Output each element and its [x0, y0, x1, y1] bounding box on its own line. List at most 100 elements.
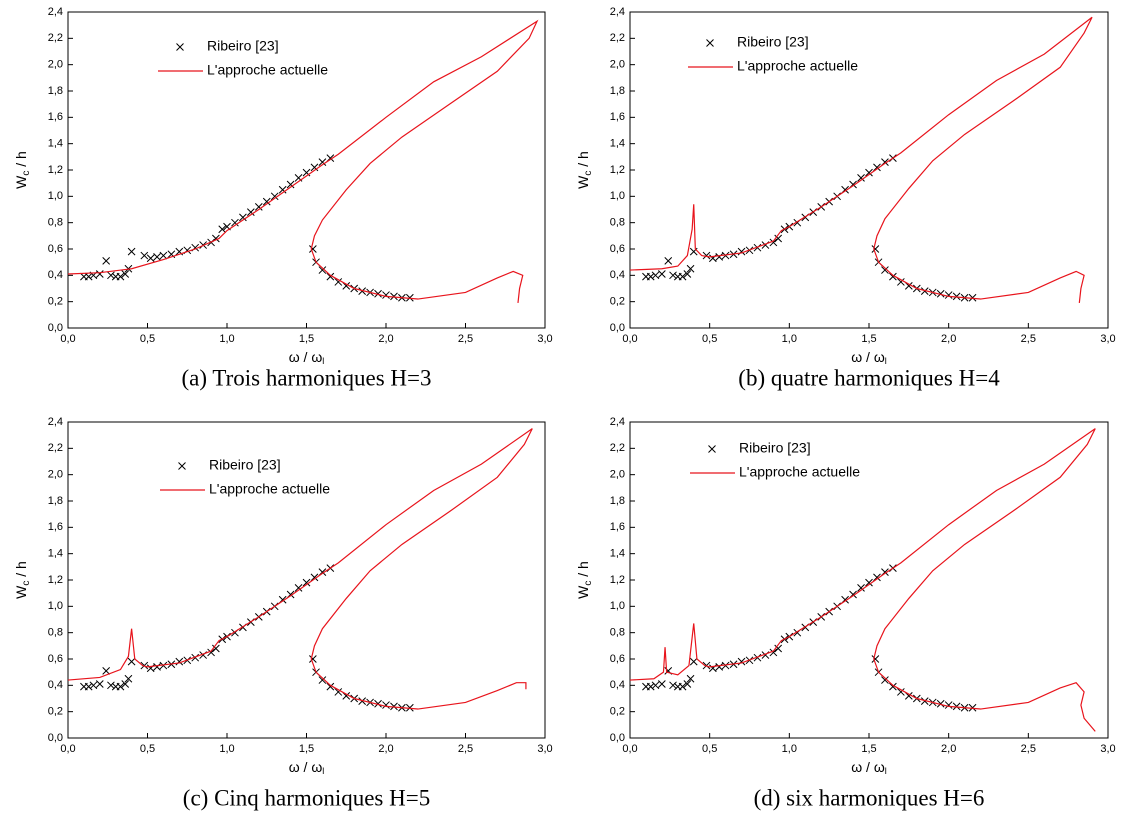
- scatter-point: [669, 271, 677, 280]
- y-tick-label: 0,2: [48, 296, 63, 308]
- y-tick-label: 1,2: [48, 574, 63, 586]
- scatter-point: [871, 655, 880, 663]
- scatter-point: [84, 682, 93, 691]
- y-tick-label: 1,4: [48, 138, 63, 150]
- scatter-point: [689, 657, 698, 666]
- scatter-point: [302, 168, 311, 177]
- y-tick-label: 1,4: [610, 138, 625, 150]
- scatter-point: [686, 674, 695, 683]
- y-tick-label: 0,6: [610, 243, 625, 255]
- x-tick-label: 2,5: [458, 743, 473, 755]
- scatter-point: [774, 644, 783, 653]
- caption: (b) quatre harmoniques H=4: [738, 365, 1000, 390]
- scatter-point: [721, 661, 730, 670]
- x-tick-label: 2,0: [378, 333, 393, 345]
- y-tick-label: 2,2: [48, 442, 63, 454]
- y-tick-label: 0,0: [48, 322, 63, 334]
- legend-marker: [706, 39, 714, 47]
- caption: (d) six harmoniques H=6: [754, 785, 985, 810]
- y-tick-label: 2,0: [610, 59, 625, 71]
- y-tick-label: 1,0: [48, 600, 63, 612]
- y-tick-label: 1,8: [48, 495, 63, 507]
- x-tick-label: 1,5: [299, 333, 314, 345]
- scatter-point: [159, 251, 168, 260]
- x-tick-label: 1,0: [219, 333, 234, 345]
- scatter-point: [191, 653, 200, 662]
- scatter-point: [871, 245, 880, 253]
- legend-marker: [178, 462, 186, 470]
- plot-frame: [67, 11, 546, 329]
- scatter-point: [278, 185, 287, 194]
- y-tick-label: 0,2: [48, 706, 63, 718]
- scatter-point: [881, 266, 889, 274]
- scatter-point: [84, 272, 93, 281]
- scatter-point: [897, 688, 905, 696]
- y-axis-label-main: W: [575, 175, 591, 189]
- x-axis-label-main: ω / ω: [851, 759, 885, 775]
- scatter-point: [124, 674, 133, 683]
- x-axis-label-main: ω / ω: [289, 349, 323, 365]
- y-tick-label: 2,4: [48, 416, 63, 428]
- scatter-point: [683, 270, 692, 278]
- scatter-point: [715, 253, 724, 261]
- curve: [67, 428, 533, 710]
- y-tick-label: 2,2: [48, 32, 63, 44]
- scatter-point: [270, 192, 279, 201]
- x-axis-label-sub: l: [322, 766, 324, 776]
- y-axis-label-rest: / h: [13, 151, 29, 170]
- caption: (a) Trois harmoniques H=3: [182, 365, 432, 390]
- y-tick-label: 0,4: [48, 269, 63, 281]
- scatter-point: [857, 584, 865, 592]
- scatter-point: [334, 688, 343, 696]
- y-tick-label: 2,0: [48, 59, 63, 71]
- scatter-point: [646, 272, 655, 281]
- legend-label: Ribeiro [23]: [739, 440, 811, 456]
- x-axis-label-main: ω / ω: [289, 759, 323, 775]
- x-tick-label: 1,5: [299, 743, 314, 755]
- y-tick-label: 0,4: [48, 679, 63, 691]
- x-tick-label: 2,5: [1021, 333, 1036, 345]
- scatter-point: [873, 163, 881, 172]
- scatter-point: [881, 676, 889, 684]
- scatter-point: [390, 702, 398, 711]
- scatter-point: [686, 264, 695, 273]
- curve: [629, 428, 1096, 732]
- scatter-point: [246, 208, 255, 216]
- y-tick-label: 1,6: [48, 111, 63, 123]
- legend-label: Ribeiro [23]: [209, 457, 281, 473]
- y-tick-label: 1,8: [610, 85, 625, 97]
- scatter-point: [121, 680, 130, 688]
- x-tick-label: 1,5: [861, 333, 876, 345]
- x-tick-label: 0,0: [622, 743, 637, 755]
- scatter-point: [374, 289, 382, 298]
- scatter-point: [865, 578, 873, 587]
- scatter-point: [326, 682, 335, 691]
- x-axis-label: ω / ωl: [289, 759, 325, 777]
- scatter-point: [95, 680, 104, 688]
- scatter-point: [904, 692, 913, 700]
- x-axis-label: ω / ωl: [851, 349, 887, 367]
- scatter-point: [889, 682, 897, 691]
- scatter-point: [309, 655, 317, 663]
- y-tick-label: 0,2: [610, 706, 625, 718]
- scatter-point: [342, 282, 351, 290]
- legend-label: L'approche actuelle: [737, 58, 858, 74]
- scatter-point: [309, 245, 317, 253]
- y-axis-label-sub: c: [21, 171, 32, 176]
- scatter-point: [121, 270, 130, 278]
- scatter-point: [774, 234, 783, 243]
- scatter-point: [390, 292, 398, 301]
- scatter-point: [302, 578, 311, 587]
- x-tick-label: 0,5: [702, 333, 717, 345]
- x-axis-label-sub: l: [885, 766, 887, 776]
- y-tick-label: 0,0: [610, 732, 625, 744]
- y-tick-label: 0,6: [610, 653, 625, 665]
- x-tick-label: 1,0: [782, 743, 797, 755]
- y-axis-label-rest: / h: [575, 151, 591, 170]
- y-tick-label: 1,8: [610, 495, 625, 507]
- scatter-point: [334, 278, 343, 286]
- scatter-point: [769, 238, 778, 247]
- scatter-point: [294, 584, 303, 592]
- y-tick-label: 0,4: [610, 679, 625, 691]
- caption: (c) Cinq harmoniques H=5: [183, 785, 430, 810]
